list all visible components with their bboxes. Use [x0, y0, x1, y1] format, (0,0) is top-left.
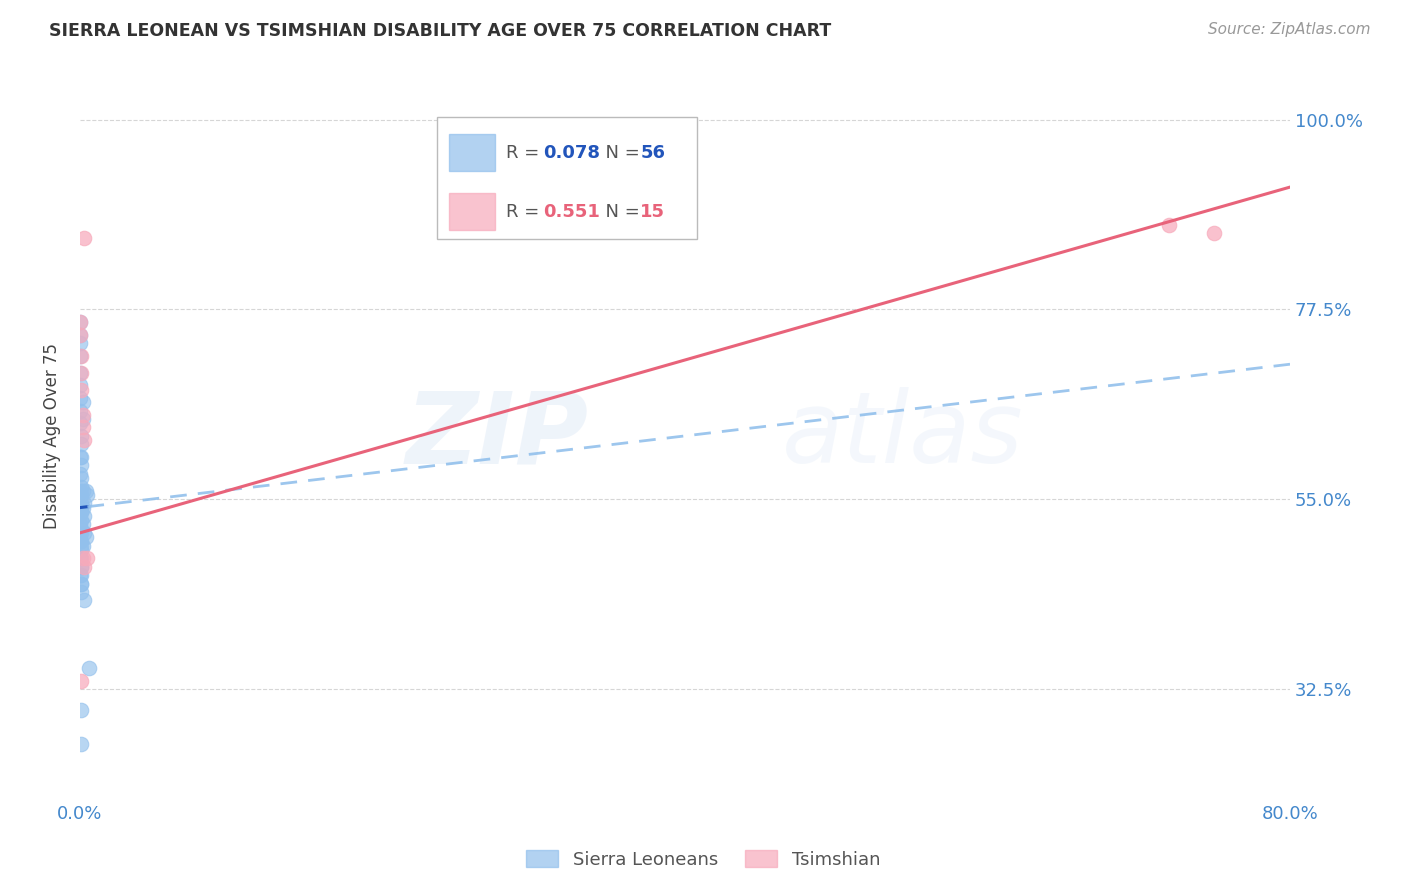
- Point: [73, 230, 96, 244]
- Point: [70, 471, 93, 485]
- Text: atlas: atlas: [782, 387, 1024, 484]
- Point: [70, 568, 93, 582]
- Point: [1157, 218, 1180, 232]
- Point: [69, 315, 91, 329]
- Point: [69, 551, 91, 566]
- Point: [69, 391, 91, 405]
- Point: [72, 408, 94, 422]
- Point: [69, 366, 91, 380]
- Point: [70, 479, 93, 493]
- Point: [72, 539, 94, 553]
- Point: [77, 661, 100, 675]
- Point: [1204, 227, 1226, 241]
- Text: 0.551: 0.551: [543, 203, 600, 221]
- Point: [69, 467, 91, 481]
- Point: [70, 488, 93, 502]
- FancyBboxPatch shape: [437, 117, 697, 239]
- Point: [73, 593, 96, 607]
- Text: Source: ZipAtlas.com: Source: ZipAtlas.com: [1208, 22, 1371, 37]
- Point: [72, 483, 94, 498]
- Point: [76, 488, 98, 502]
- Point: [70, 513, 93, 527]
- Point: [70, 673, 93, 688]
- FancyBboxPatch shape: [449, 193, 495, 230]
- Point: [70, 522, 93, 536]
- Text: N =: N =: [595, 203, 645, 221]
- Point: [70, 525, 93, 540]
- Point: [72, 517, 94, 532]
- Point: [76, 551, 98, 566]
- Y-axis label: Disability Age Over 75: Disability Age Over 75: [44, 343, 60, 529]
- Point: [70, 505, 93, 519]
- Point: [69, 315, 91, 329]
- Point: [75, 530, 97, 544]
- Point: [70, 450, 93, 464]
- Point: [73, 433, 96, 447]
- Text: 15: 15: [640, 203, 665, 221]
- Point: [70, 496, 93, 510]
- Point: [70, 559, 93, 574]
- Text: R =: R =: [506, 203, 546, 221]
- Point: [69, 568, 91, 582]
- Point: [70, 539, 93, 553]
- Point: [70, 542, 93, 557]
- Point: [69, 336, 91, 351]
- Point: [69, 483, 91, 498]
- Point: [69, 349, 91, 363]
- Point: [70, 383, 93, 397]
- Point: [70, 559, 93, 574]
- Point: [69, 403, 91, 417]
- Text: 0.078: 0.078: [543, 145, 600, 162]
- Point: [69, 327, 91, 342]
- Point: [73, 525, 96, 540]
- Point: [75, 483, 97, 498]
- Point: [73, 509, 96, 524]
- Point: [72, 500, 94, 515]
- Text: ZIP: ZIP: [405, 387, 588, 484]
- Point: [69, 327, 91, 342]
- Point: [72, 395, 94, 409]
- Text: 56: 56: [640, 145, 665, 162]
- Point: [72, 551, 94, 566]
- Point: [70, 585, 93, 599]
- Point: [70, 437, 93, 451]
- Point: [72, 420, 94, 434]
- Point: [70, 737, 93, 751]
- Point: [73, 559, 96, 574]
- Point: [70, 505, 93, 519]
- Point: [70, 703, 93, 717]
- Point: [73, 496, 96, 510]
- Point: [70, 551, 93, 566]
- Point: [69, 534, 91, 549]
- Point: [70, 429, 93, 443]
- Point: [70, 349, 93, 363]
- Point: [72, 412, 94, 426]
- Text: SIERRA LEONEAN VS TSIMSHIAN DISABILITY AGE OVER 75 CORRELATION CHART: SIERRA LEONEAN VS TSIMSHIAN DISABILITY A…: [49, 22, 831, 40]
- Point: [70, 534, 93, 549]
- FancyBboxPatch shape: [449, 134, 495, 171]
- Text: N =: N =: [595, 145, 645, 162]
- Point: [69, 450, 91, 464]
- Point: [69, 416, 91, 430]
- Point: [69, 517, 91, 532]
- Point: [70, 576, 93, 591]
- Point: [70, 366, 93, 380]
- Point: [70, 576, 93, 591]
- Point: [69, 378, 91, 392]
- Legend: Sierra Leoneans, Tsimshian: Sierra Leoneans, Tsimshian: [519, 843, 887, 876]
- Point: [70, 458, 93, 473]
- Text: R =: R =: [506, 145, 546, 162]
- Point: [69, 500, 91, 515]
